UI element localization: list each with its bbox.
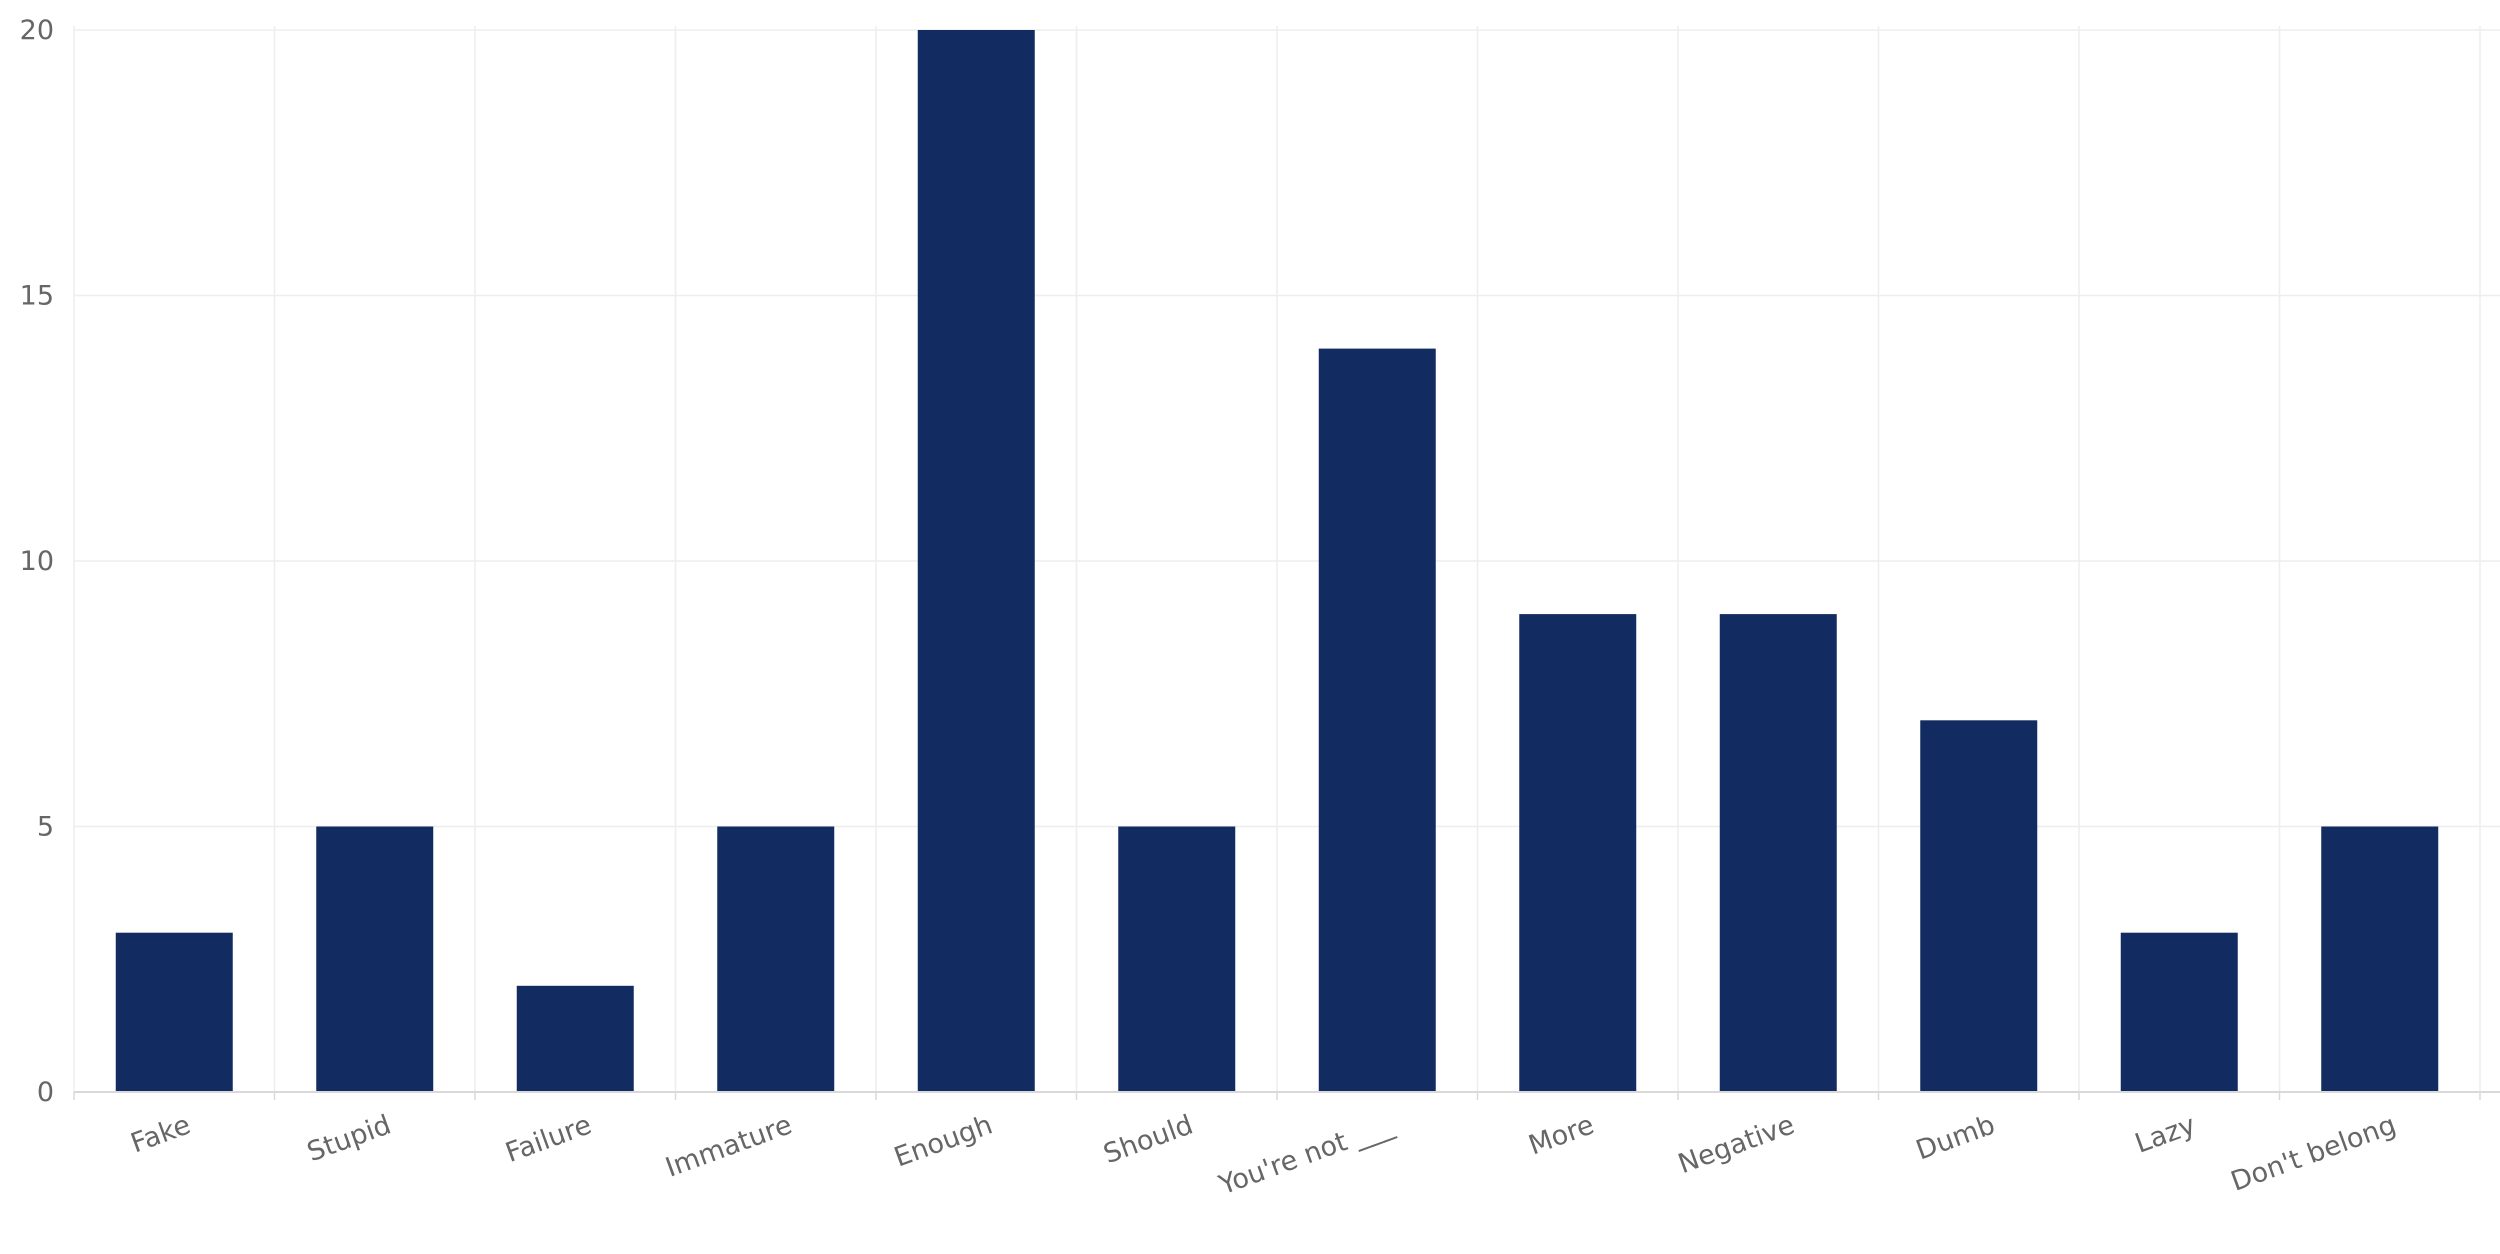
y-tick-label: 5 bbox=[37, 812, 54, 843]
y-tick-label: 20 bbox=[20, 15, 54, 46]
x-tick-label: More bbox=[1525, 1109, 1599, 1161]
x-tick-label: Stupid bbox=[303, 1109, 395, 1168]
x-tick-label: Enough bbox=[890, 1109, 997, 1173]
x-tick-label: Immature bbox=[662, 1109, 797, 1183]
x-tick-label: Don't belong bbox=[2227, 1109, 2400, 1197]
y-tick-label: 0 bbox=[37, 1077, 54, 1108]
y-tick-label: 15 bbox=[20, 281, 54, 312]
bars-layer bbox=[115, 30, 2439, 1093]
bar[interactable] bbox=[516, 985, 634, 1092]
bar[interactable] bbox=[1719, 614, 1837, 1092]
bar[interactable] bbox=[1118, 826, 1236, 1093]
x-tick-label: Lazy bbox=[2131, 1109, 2200, 1159]
x-tick-label: Negative bbox=[1674, 1109, 1798, 1180]
bar[interactable] bbox=[316, 826, 434, 1093]
x-tick-label: Dumb bbox=[1912, 1109, 1999, 1166]
bar[interactable] bbox=[1318, 348, 1436, 1093]
bar[interactable] bbox=[115, 932, 233, 1092]
x-tick-label: Failure bbox=[502, 1109, 596, 1169]
x-tick-label: Fake bbox=[127, 1109, 195, 1159]
bar[interactable] bbox=[1519, 614, 1637, 1092]
x-tick-label: Should bbox=[1100, 1109, 1198, 1170]
bar[interactable] bbox=[2321, 826, 2439, 1093]
bar[interactable] bbox=[717, 826, 835, 1093]
bar[interactable] bbox=[917, 30, 1035, 1092]
axis-layer bbox=[73, 1091, 2500, 1100]
x-tick-label: You're not ___ bbox=[1214, 1109, 1398, 1201]
bar[interactable] bbox=[2120, 932, 2238, 1092]
bar[interactable] bbox=[1920, 720, 2038, 1092]
y-tick-label: 10 bbox=[20, 546, 54, 577]
grid-layer bbox=[73, 26, 2500, 1092]
